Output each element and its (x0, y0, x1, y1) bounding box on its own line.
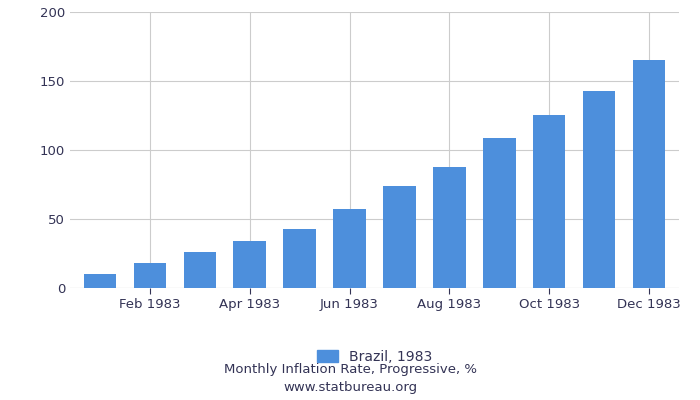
Bar (583, 91, 615, 288)
Bar (134, 263, 166, 288)
Text: Monthly Inflation Rate, Progressive, %: Monthly Inflation Rate, Progressive, % (223, 364, 477, 376)
Legend: Brazil, 1983: Brazil, 1983 (312, 344, 438, 369)
Bar (533, 116, 566, 288)
Bar (383, 186, 416, 288)
Bar (633, 60, 665, 288)
Bar (84, 274, 116, 288)
Bar (234, 241, 266, 288)
Bar (333, 209, 366, 288)
Bar (183, 252, 216, 288)
Bar (483, 138, 515, 288)
Text: www.statbureau.org: www.statbureau.org (283, 382, 417, 394)
Bar (433, 166, 466, 288)
Bar (284, 229, 316, 288)
